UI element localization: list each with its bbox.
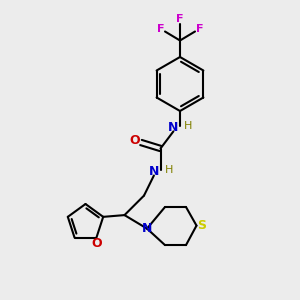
Text: O: O bbox=[91, 237, 102, 250]
Text: F: F bbox=[176, 14, 184, 25]
Text: H: H bbox=[184, 121, 193, 131]
Text: O: O bbox=[130, 134, 140, 148]
Text: N: N bbox=[149, 165, 159, 178]
Text: S: S bbox=[197, 219, 206, 232]
Text: H: H bbox=[165, 165, 173, 175]
Text: N: N bbox=[168, 121, 178, 134]
Text: N: N bbox=[142, 222, 152, 235]
Text: F: F bbox=[157, 24, 164, 34]
Text: F: F bbox=[196, 24, 203, 34]
